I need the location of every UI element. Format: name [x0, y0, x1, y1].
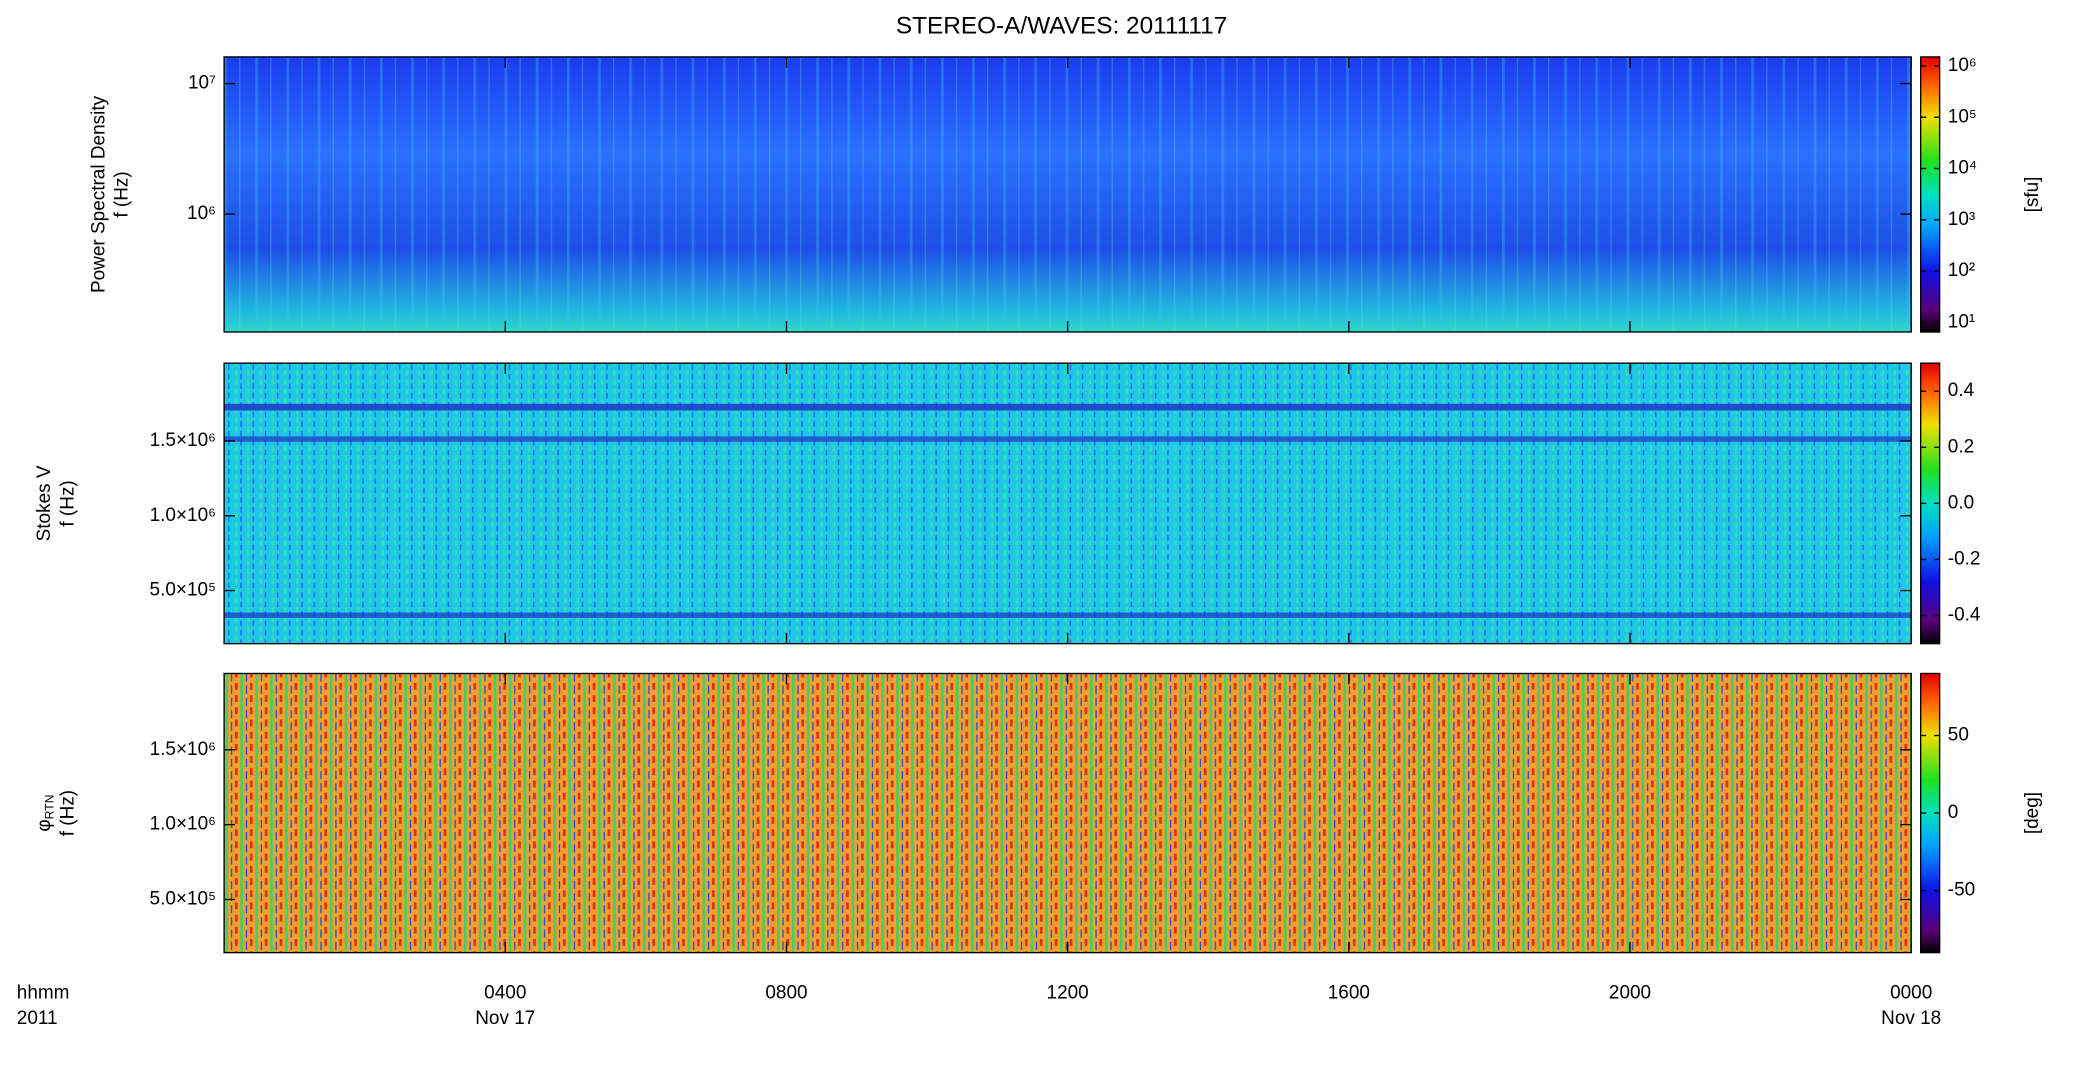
y-axis-label: f (Hz) [111, 171, 132, 217]
colorbar-tick-label: 10⁵ [1948, 106, 1977, 127]
colorbar-tick-label: 10³ [1948, 209, 1975, 230]
colorbar-tick-label: 0.4 [1948, 380, 1974, 401]
y-tick-label: 10⁷ [188, 73, 216, 94]
y-axis-label-text: f (Hz) [57, 480, 78, 526]
y-tick-label: 1.5×10⁶ [150, 430, 216, 451]
colorbar-tick-label: -50 [1948, 880, 1975, 901]
y-tick-label: 1.0×10⁶ [150, 814, 216, 835]
x-tick-label: 2000 [1609, 982, 1651, 1003]
colorbar-tick-label: -0.2 [1948, 549, 1981, 570]
colorbar-tick-label: 10¹ [1948, 311, 1975, 332]
y-tick-label: 5.0×10⁵ [150, 889, 216, 910]
x-tick-label: 0000 [1890, 982, 1932, 1003]
psd-texture [224, 56, 1912, 332]
colorbar-tick-label: 10⁶ [1948, 55, 1977, 76]
x-tick-label: 1600 [1328, 982, 1370, 1003]
y-axis-label-text: φ [34, 819, 55, 831]
y-axis-label-subscript: RTN [43, 794, 57, 819]
colorbar-tick-label: 50 [1948, 725, 1969, 746]
colorbar-tick-label: 0.2 [1948, 436, 1974, 457]
y-tick-label: 5.0×10⁵ [150, 580, 216, 601]
y-axis-label-text: f (Hz) [57, 790, 78, 836]
y-tick-label: 10⁶ [187, 203, 216, 224]
colorbar-tick-label: 10² [1948, 260, 1975, 281]
x-axis-label: 2011 [17, 1008, 58, 1029]
colorbar-tick-label: 0 [1948, 802, 1959, 823]
colorbar [1919, 56, 1941, 333]
y-axis-label: f (Hz) [57, 790, 78, 836]
colorbar-label: [sfu] [2022, 177, 2043, 213]
y-axis-label: φRTN [34, 794, 57, 831]
y-axis-label-text: Stokes V [34, 465, 55, 541]
x-tick-label: 1200 [1047, 982, 1089, 1003]
y-axis-label: Power Spectral Density [88, 95, 109, 293]
x-tick-label: 0800 [765, 982, 807, 1003]
x-tick-label: 0400 [484, 982, 526, 1003]
stokes-band [224, 612, 1912, 618]
colorbar-tick-label: 0.0 [1948, 492, 1974, 513]
y-tick-label: 1.0×10⁶ [150, 505, 216, 526]
x-date-label: Nov 18 [1881, 1008, 1941, 1029]
x-date-label: Nov 17 [475, 1008, 535, 1029]
chart-title: STEREO-A/WAVES: 20111117 [896, 13, 1227, 40]
colorbar-tick-label: -0.4 [1948, 605, 1981, 626]
panel-backgrounds [224, 56, 1941, 954]
stokes-band [224, 436, 1912, 442]
colorbar-label: [deg] [2022, 792, 2043, 834]
y-tick-label: 1.5×10⁶ [150, 739, 216, 760]
y-axis-label-text: Power Spectral Density [88, 95, 109, 293]
stokes-band [224, 403, 1912, 411]
x-axis-label: hhmm [17, 982, 70, 1003]
colorbar-tick-label: 10⁴ [1948, 158, 1977, 179]
y-axis-label: f (Hz) [57, 480, 78, 526]
phi-image [224, 673, 1912, 953]
y-axis-label-text: f (Hz) [111, 171, 132, 217]
y-axis-label: Stokes V [34, 465, 55, 541]
